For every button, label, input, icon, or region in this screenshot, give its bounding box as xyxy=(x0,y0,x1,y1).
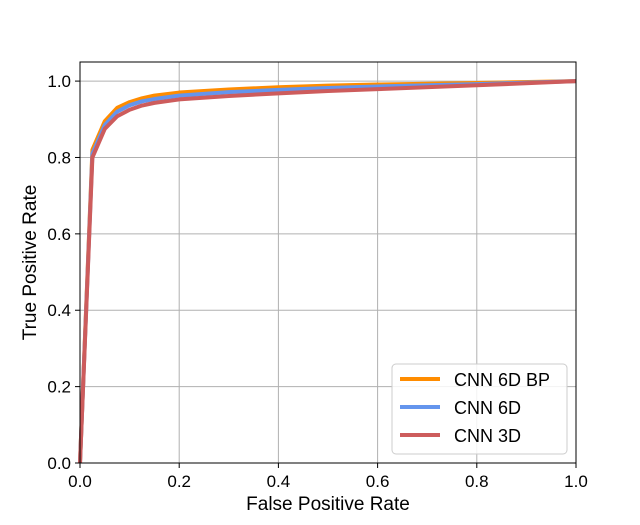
x-tick-label-4: 0.8 xyxy=(465,472,489,491)
x-tick-label-2: 0.4 xyxy=(267,472,291,491)
series-layer xyxy=(78,79,577,464)
y-axis-label: True Positive Rate xyxy=(20,185,41,341)
y-tick-label-4: 0.8 xyxy=(47,148,71,167)
legend-label-0: CNN 6D BP xyxy=(454,370,550,390)
series-line-2 xyxy=(78,79,577,464)
y-tick-label-3: 0.6 xyxy=(47,225,71,244)
tick-layer: 0.0 0.2 0.4 0.6 0.8 1.0 0.0 0.2 0.4 0.6 0.8 1.0 xyxy=(47,72,587,491)
y-tick-label-5: 1.0 xyxy=(47,72,71,91)
x-tick-label-5: 1.0 xyxy=(564,472,588,491)
legend-box xyxy=(391,363,568,455)
plot-frame xyxy=(79,61,577,464)
x-tick-label-1: 0.2 xyxy=(167,472,191,491)
x-tick-label-3: 0.6 xyxy=(366,472,390,491)
y-tick-label-2: 0.4 xyxy=(47,301,71,320)
legend-label-1: CNN 6D xyxy=(454,398,521,418)
legend-label-2: CNN 3D xyxy=(454,426,521,446)
y-tick-label-0: 0.0 xyxy=(47,454,71,473)
series-line-1 xyxy=(78,79,577,464)
x-axis-label: False Positive Rate xyxy=(246,494,410,515)
y-tick-label-1: 0.2 xyxy=(47,378,71,397)
legend: CNN 6D BP CNN 6D CNN 3D xyxy=(391,363,568,455)
x-tick-label-0: 0.0 xyxy=(68,472,92,491)
